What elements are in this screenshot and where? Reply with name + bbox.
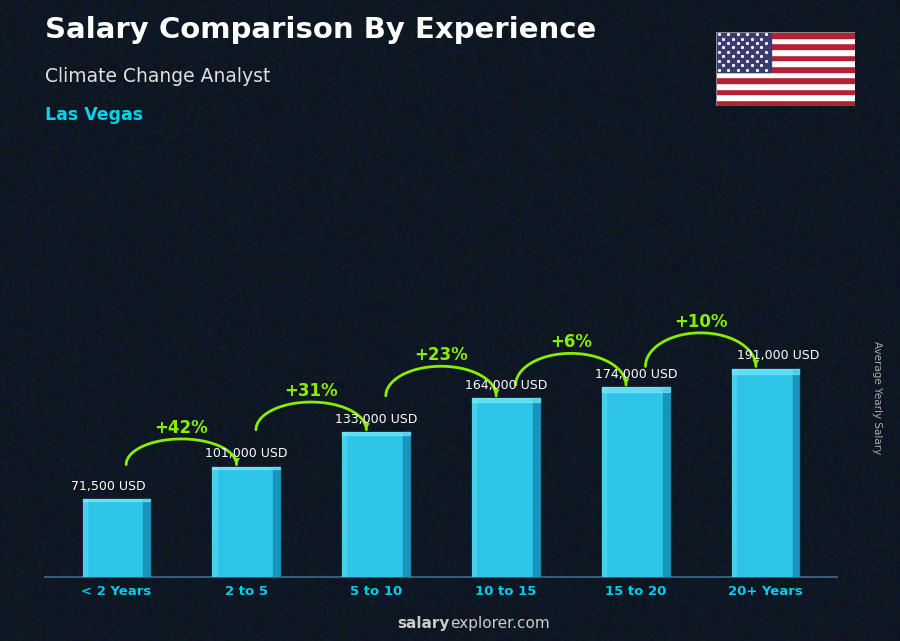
- Text: +42%: +42%: [155, 419, 208, 437]
- Text: salary: salary: [398, 617, 450, 631]
- Bar: [342, 432, 410, 577]
- Text: Salary Comparison By Experience: Salary Comparison By Experience: [45, 16, 596, 44]
- Bar: [732, 369, 799, 577]
- Bar: [602, 387, 670, 577]
- Bar: [716, 44, 855, 49]
- Bar: [716, 54, 855, 60]
- Text: +23%: +23%: [414, 346, 468, 364]
- Bar: [212, 467, 217, 577]
- Text: 164,000 USD: 164,000 USD: [464, 379, 547, 392]
- Bar: [732, 369, 736, 577]
- Bar: [472, 398, 540, 403]
- Text: +31%: +31%: [284, 382, 338, 400]
- Bar: [83, 499, 86, 577]
- Text: Las Vegas: Las Vegas: [45, 106, 143, 124]
- Bar: [716, 88, 855, 94]
- Text: +10%: +10%: [674, 313, 727, 331]
- Bar: [732, 369, 799, 374]
- Bar: [274, 467, 280, 577]
- Text: 71,500 USD: 71,500 USD: [71, 479, 146, 493]
- Bar: [342, 432, 346, 577]
- Bar: [716, 49, 855, 54]
- Bar: [472, 398, 476, 577]
- Bar: [716, 72, 855, 78]
- Bar: [472, 398, 540, 577]
- Bar: [716, 78, 855, 83]
- Bar: [716, 38, 855, 44]
- Text: 191,000 USD: 191,000 USD: [737, 349, 820, 362]
- Bar: [716, 100, 855, 106]
- Bar: [83, 499, 150, 577]
- Bar: [716, 32, 771, 72]
- Bar: [716, 66, 855, 72]
- Text: 174,000 USD: 174,000 USD: [595, 368, 677, 381]
- Text: 133,000 USD: 133,000 USD: [335, 413, 418, 426]
- Text: +6%: +6%: [550, 333, 592, 351]
- Bar: [602, 387, 670, 392]
- Bar: [212, 467, 280, 577]
- Bar: [143, 499, 150, 577]
- Bar: [83, 499, 150, 501]
- Text: Climate Change Analyst: Climate Change Analyst: [45, 67, 270, 87]
- Bar: [662, 387, 670, 577]
- Bar: [793, 369, 799, 577]
- Bar: [403, 432, 410, 577]
- Bar: [716, 83, 855, 88]
- Bar: [533, 398, 540, 577]
- Text: 101,000 USD: 101,000 USD: [205, 447, 287, 460]
- Text: explorer.com: explorer.com: [450, 617, 550, 631]
- Text: Average Yearly Salary: Average Yearly Salary: [872, 341, 883, 454]
- Bar: [342, 432, 410, 435]
- Bar: [602, 387, 606, 577]
- Bar: [716, 32, 855, 38]
- Bar: [212, 467, 280, 469]
- Bar: [716, 94, 855, 100]
- Bar: [716, 60, 855, 66]
